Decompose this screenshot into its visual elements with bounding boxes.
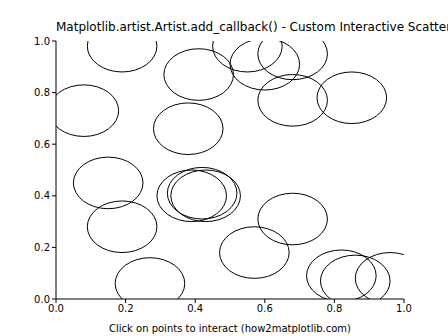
svg-text:0.8: 0.8	[326, 303, 342, 314]
svg-text:0.6: 0.6	[34, 139, 50, 150]
svg-text:1.0: 1.0	[34, 36, 50, 47]
svg-text:Click on points to interact (h: Click on points to interact (how2matplot…	[109, 323, 351, 334]
svg-text:0.0: 0.0	[34, 294, 50, 305]
svg-text:1.0: 1.0	[396, 303, 412, 314]
svg-text:0.6: 0.6	[257, 303, 273, 314]
svg-text:0.2: 0.2	[34, 242, 50, 253]
svg-text:0.4: 0.4	[34, 190, 50, 201]
svg-text:0.2: 0.2	[118, 303, 134, 314]
svg-text:0.8: 0.8	[34, 87, 50, 98]
svg-text:0.4: 0.4	[187, 303, 203, 314]
svg-text:0.0: 0.0	[48, 303, 64, 314]
